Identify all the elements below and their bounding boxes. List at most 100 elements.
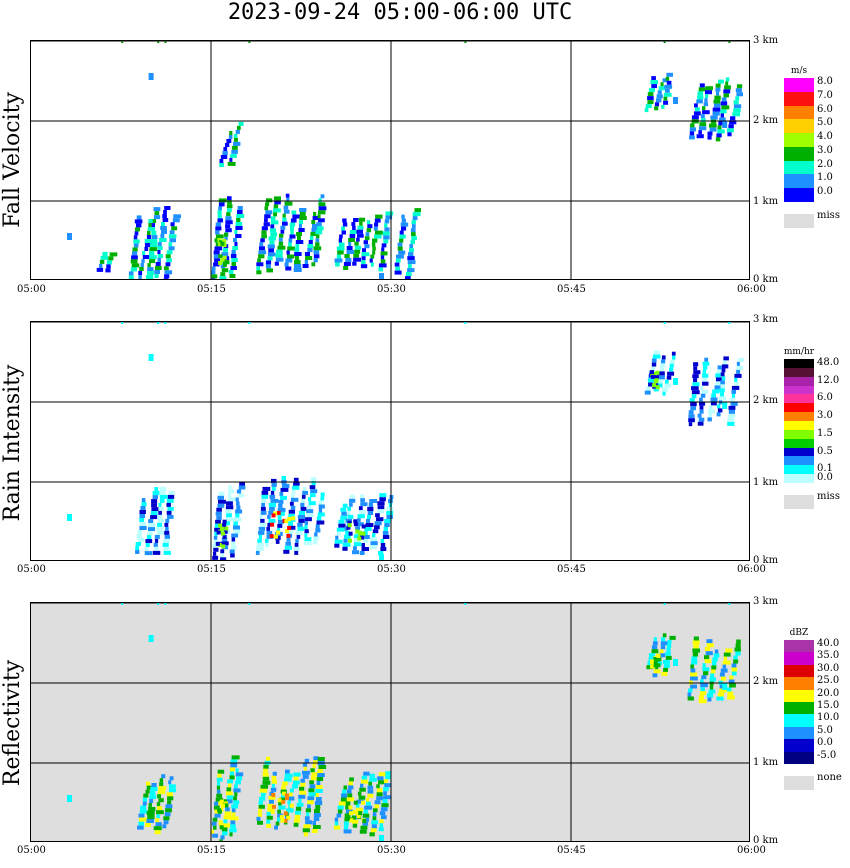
echo-pixel [302,774,309,779]
cloud-top-mark [464,603,467,605]
echo-pixel [152,219,157,224]
echo-pixel [168,780,172,785]
echo-pixel [702,667,710,672]
echo-pixel [139,809,148,814]
echo-pixel [370,262,374,267]
echo-pixel [225,501,233,506]
echo-pixel [720,668,728,673]
echo-pixel [267,803,274,808]
echo-pixel [383,795,392,800]
echo-pixel [665,655,672,660]
echo-pixel [233,137,238,142]
echo-core-pixel [271,513,276,518]
echo-pixel [316,516,322,521]
echo-pixel [709,405,713,410]
echo-pixel [260,518,265,523]
echo-pixel [713,653,720,658]
echo-pixel [293,481,300,486]
legend-level-label: 6.0 [817,392,833,404]
echo-pixel [154,534,160,539]
echo-pixel [293,822,299,827]
echo-pixel [150,243,158,248]
echo-pixel [292,784,298,789]
echo-pixel [258,534,262,539]
echo-pixel [342,789,347,794]
echo-pixel [162,218,169,222]
echo-cell [256,193,327,275]
echo-core-pixel [273,534,278,539]
echo-pixel [366,797,370,802]
echo-pixel [218,202,225,207]
echo-pixel [687,692,692,697]
echo-pixel [237,210,243,214]
x-tick-label: 05:45 [557,845,586,856]
echo-pixel [704,357,709,362]
legend-unit: mm/hr [783,347,815,357]
echo-pixel [306,509,314,514]
echo-pixel [376,792,383,797]
echo-pixel [158,790,166,795]
x-tick-label: 05:45 [557,284,586,295]
echo-pixel [358,795,366,800]
echo-pixel [146,785,152,790]
echo-core-pixel [357,530,362,535]
echo-pixel [159,782,164,787]
echo-pixel [231,258,238,262]
echo-pixel [334,821,339,826]
echo-pixel [362,821,369,826]
legend-swatch [784,367,814,377]
echo-pixel [662,387,668,392]
echo-pixel [261,498,266,503]
echo-pixel [300,506,307,511]
echo-pixel [705,94,709,99]
echo-pixel [293,772,301,777]
legend-swatch [784,456,814,466]
echo-pixel [662,78,668,83]
echo-pixel [344,813,351,818]
echo-pixel [313,258,318,263]
echo-pixel [378,772,386,777]
echo-pixel [298,224,302,228]
echo-pixel [369,773,375,778]
echo-pixel [305,820,313,825]
echo-pixel [287,525,296,530]
echo-pixel [271,779,277,784]
echo-pixel [147,227,156,231]
echo-core-pixel [219,825,224,830]
echo-pixel [702,377,708,382]
echo-pixel [693,370,701,375]
echo-pixel [293,780,300,785]
echo-pixel [271,783,275,788]
echo-core-pixel [221,803,225,808]
echo-pixel [256,266,260,271]
echo-fleck [722,121,728,128]
echo-pixel [148,219,154,223]
echo-pixel [347,793,353,798]
echo-pixel [342,542,351,547]
echo-pixel [411,232,416,237]
echo-pixel [217,503,225,508]
echo-pixel [216,789,221,794]
echo-pixel [730,401,738,406]
echo-pixel [714,649,719,654]
echo-pixel [164,530,170,535]
echo-pixel [278,499,284,504]
echo-pixel [297,526,305,531]
echo-pixel [382,535,390,539]
echo-pixel [698,87,707,92]
echo-pixel [225,216,232,221]
echo-pixel [148,527,155,532]
echo-pixel [361,260,366,265]
legend-unit: m/s [790,66,808,76]
echo-pixel [357,225,364,230]
echo-pixel [263,222,270,227]
echo-pixel [384,519,392,523]
echo-pixel [721,105,730,110]
echo-pixel [137,530,143,534]
echo-pixel [109,252,118,257]
echo-pixel [346,246,353,250]
echo-pixel [296,232,302,236]
legend-swatch [784,403,814,413]
echo-pixel [294,252,302,256]
echo-pixel [284,201,293,206]
